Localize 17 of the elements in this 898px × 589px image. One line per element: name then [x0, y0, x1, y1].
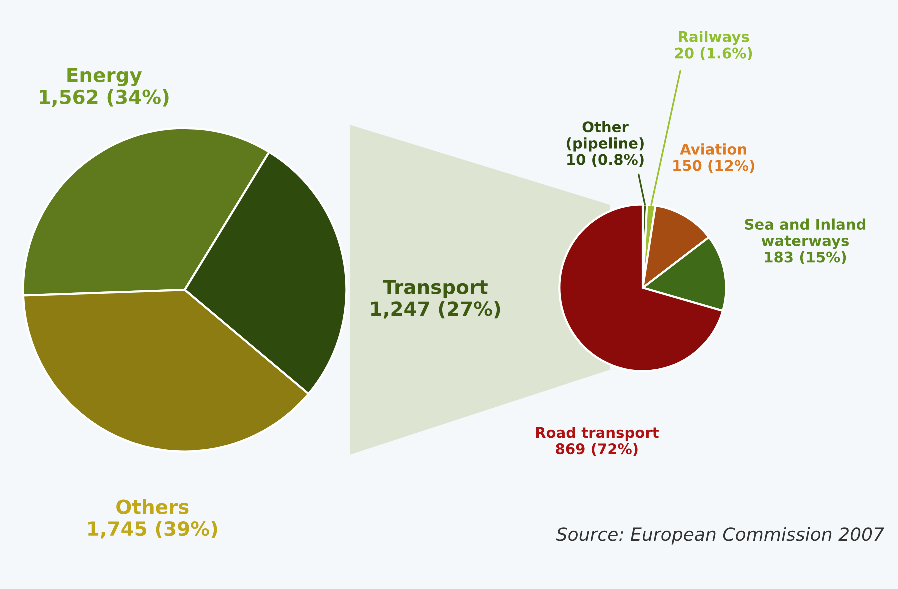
data-label: 1,247 (27%) — [372, 301, 500, 319]
slice-label: Others — [116, 499, 189, 514]
data-label: 20 (1.6%) — [675, 48, 752, 61]
slice-label: Other (pipeline) — [567, 121, 644, 152]
data-label: 183 (15%) — [765, 252, 846, 265]
slice-label: Road transport — [536, 426, 659, 442]
data-label: 869 (72%) — [556, 443, 638, 456]
slice-label: Sea and Inland waterways — [745, 218, 866, 250]
slice-label: Aviation — [680, 144, 746, 155]
data-label: 1,562 (34%) — [40, 89, 169, 107]
slice-label: Transport — [383, 280, 488, 298]
data-label: 1,745 (39%) — [88, 521, 218, 539]
slice-label: Railways — [679, 31, 750, 46]
data-label: 10 (0.8%) — [568, 154, 644, 167]
data-label: 150 (12%) — [674, 160, 754, 173]
source-note: Source: European Commission 2007 — [556, 527, 884, 545]
slice-label: Energy — [68, 68, 142, 86]
